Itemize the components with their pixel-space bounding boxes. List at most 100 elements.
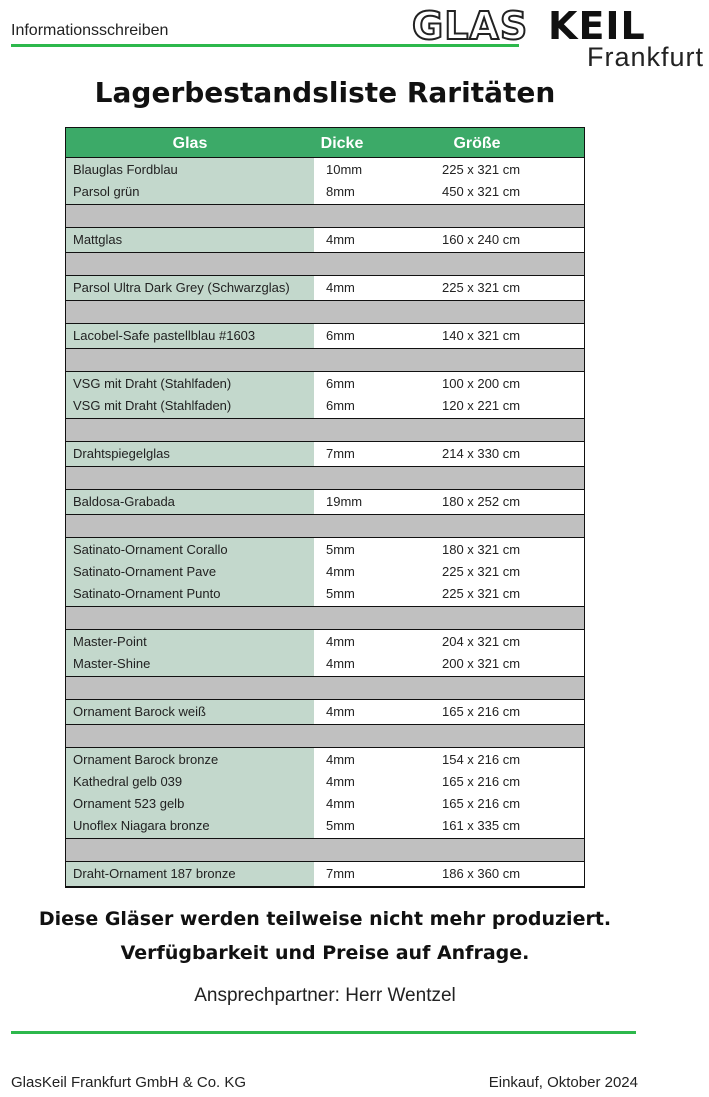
cell-groesse: 225 x 321 cm — [442, 162, 521, 177]
group-separator — [66, 301, 584, 324]
note-availability: Verfügbarkeit und Preise auf Anfrage. — [120, 942, 530, 964]
cell-groesse: 120 x 221 cm — [442, 398, 521, 413]
cell-groesse: 225 x 321 cm — [442, 586, 521, 601]
table-row: Kathedral gelb 039 4mm 165 x 216 cm — [66, 771, 584, 793]
cell-groesse: 160 x 240 cm — [442, 232, 521, 247]
cell-glas: Satinato-Ornament Punto — [73, 586, 221, 601]
company-logo: GLAS KEIL Frankfurt — [411, 3, 706, 72]
cell-glas: Mattglas — [73, 232, 123, 247]
table-group: Mattglas 4mm 160 x 240 cm — [66, 228, 584, 253]
cell-groesse: 186 x 360 cm — [442, 866, 521, 881]
table-row: Ornament Barock bronze 4mm 154 x 216 cm — [66, 749, 584, 771]
cell-glas: Parsol Ultra Dark Grey (Schwarzglas) — [73, 280, 290, 295]
table-group: Draht-Ornament 187 bronze 7mm 186 x 360 cm — [66, 862, 584, 887]
cell-glas: Parsol grün — [73, 184, 140, 199]
cell-glas: Ornament Barock bronze — [73, 752, 219, 767]
cell-dicke: 4mm — [326, 232, 355, 247]
cell-groesse: 165 x 216 cm — [442, 774, 521, 789]
cell-dicke: 4mm — [326, 796, 355, 811]
cell-glas: Ornament 523 gelb — [73, 796, 185, 811]
cell-dicke: 4mm — [326, 280, 355, 295]
cell-groesse: 225 x 321 cm — [442, 280, 521, 295]
table-row: Ornament Barock weiß 4mm 165 x 216 cm — [66, 701, 584, 723]
footer-date: Einkauf, Oktober 2024 — [488, 1074, 638, 1091]
cell-groesse: 180 x 321 cm — [442, 542, 521, 557]
table-row: Satinato-Ornament Corallo 5mm 180 x 321 cm — [66, 539, 584, 561]
cell-glas: Master-Point — [73, 634, 147, 649]
table-row: VSG mit Draht (Stahlfaden) 6mm 100 x 200 c… — [66, 373, 584, 395]
cell-groesse: 450 x 321 cm — [442, 184, 521, 199]
header-divider — [11, 44, 519, 47]
column-header-glas: Glas — [172, 135, 208, 152]
table-row: Draht-Ornament 187 bronze 7mm 186 x 360 cm — [66, 863, 584, 885]
page-title: Lagerbestandsliste Raritäten — [94, 76, 556, 109]
cell-groesse: 225 x 321 cm — [442, 564, 521, 579]
group-separator — [66, 515, 584, 538]
column-header-dicke: Dicke — [320, 135, 364, 152]
cell-glas: Kathedral gelb 039 — [73, 774, 183, 789]
table-row: Mattglas 4mm 160 x 240 cm — [66, 229, 584, 251]
cell-groesse: 180 x 252 cm — [442, 494, 521, 509]
table-row: Satinato-Ornament Punto 5mm 225 x 321 cm — [66, 583, 584, 605]
table-header: Glas Dicke Größe — [66, 128, 584, 158]
cell-dicke: 4mm — [326, 564, 355, 579]
table-row: Baldosa-Grabada 19mm 180 x 252 cm — [66, 491, 584, 513]
cell-dicke: 5mm — [326, 586, 355, 601]
cell-glas: Master-Shine — [73, 656, 151, 671]
table-body: Blauglas Fordblau 10mm 225 x 321 cm Parsol … — [66, 158, 584, 887]
table-group: Master-Point 4mm 204 x 321 cm Master-Shine 4… — [66, 630, 584, 677]
stock-table: Glas Dicke Größe Blauglas Fordblau 10mm 22… — [65, 127, 585, 888]
table-group: Ornament Barock weiß 4mm 165 x 216 cm — [66, 700, 584, 725]
cell-glas: Draht-Ornament 187 bronze — [73, 866, 236, 881]
cell-glas: Lacobel-Safe pastellblau #1603 — [73, 328, 256, 343]
group-separator — [66, 349, 584, 372]
table-row: Unoflex Niagara bronze 5mm 161 x 335 cm — [66, 815, 584, 837]
document-type: Informationsschreiben — [11, 22, 169, 39]
table-group: Baldosa-Grabada 19mm 180 x 252 cm — [66, 490, 584, 515]
table-row: Lacobel-Safe pastellblau #1603 6mm 140 x 3… — [66, 325, 584, 347]
cell-glas: Baldosa-Grabada — [73, 494, 175, 509]
table-row: Parsol grün 8mm 450 x 321 cm — [66, 181, 584, 203]
cell-groesse: 214 x 330 cm — [442, 446, 521, 461]
cell-dicke: 6mm — [326, 328, 355, 343]
cell-dicke: 6mm — [326, 376, 355, 391]
cell-glas: Satinato-Ornament Pave — [73, 564, 217, 579]
group-separator — [66, 205, 584, 228]
table-row: Master-Point 4mm 204 x 321 cm — [66, 631, 584, 653]
cell-groesse: 154 x 216 cm — [442, 752, 521, 767]
table-row: Blauglas Fordblau 10mm 225 x 321 cm — [66, 159, 584, 181]
table-row: Ornament 523 gelb 4mm 165 x 216 cm — [66, 793, 584, 815]
group-separator — [66, 607, 584, 630]
cell-dicke: 4mm — [326, 752, 355, 767]
cell-glas: VSG mit Draht (Stahlfaden) — [73, 398, 232, 413]
cell-groesse: 161 x 335 cm — [442, 818, 521, 833]
table-row: Parsol Ultra Dark Grey (Schwarzglas) 4mm 2… — [66, 277, 584, 299]
table-row: Master-Shine 4mm 200 x 321 cm — [66, 653, 584, 675]
cell-glas: Ornament Barock weiß — [73, 704, 206, 719]
cell-dicke: 8mm — [326, 184, 355, 199]
cell-dicke: 4mm — [326, 704, 355, 719]
cell-groesse: 204 x 321 cm — [442, 634, 521, 649]
column-header-groesse: Größe — [453, 135, 501, 152]
table-group: Satinato-Ornament Corallo 5mm 180 x 321 cm… — [66, 538, 584, 607]
group-separator — [66, 419, 584, 442]
cell-dicke: 5mm — [326, 818, 355, 833]
cell-dicke: 4mm — [326, 774, 355, 789]
footer-divider — [11, 1031, 636, 1034]
table-row: Satinato-Ornament Pave 4mm 225 x 321 cm — [66, 561, 584, 583]
contact-person: Ansprechpartner: Herr Wentzel — [194, 985, 456, 1006]
group-separator — [66, 467, 584, 490]
cell-glas: Satinato-Ornament Corallo — [73, 542, 228, 557]
cell-glas: Unoflex Niagara bronze — [73, 818, 210, 833]
group-separator — [66, 677, 584, 700]
cell-groesse: 140 x 321 cm — [442, 328, 521, 343]
cell-dicke: 19mm — [326, 494, 363, 509]
cell-dicke: 4mm — [326, 634, 355, 649]
cell-groesse: 165 x 216 cm — [442, 704, 521, 719]
cell-groesse: 200 x 321 cm — [442, 656, 521, 671]
logo-city: Frankfurt — [586, 42, 704, 72]
table-group: Drahtspiegelglas 7mm 214 x 330 cm — [66, 442, 584, 467]
cell-dicke: 7mm — [326, 446, 355, 461]
cell-glas: Blauglas Fordblau — [73, 162, 178, 177]
